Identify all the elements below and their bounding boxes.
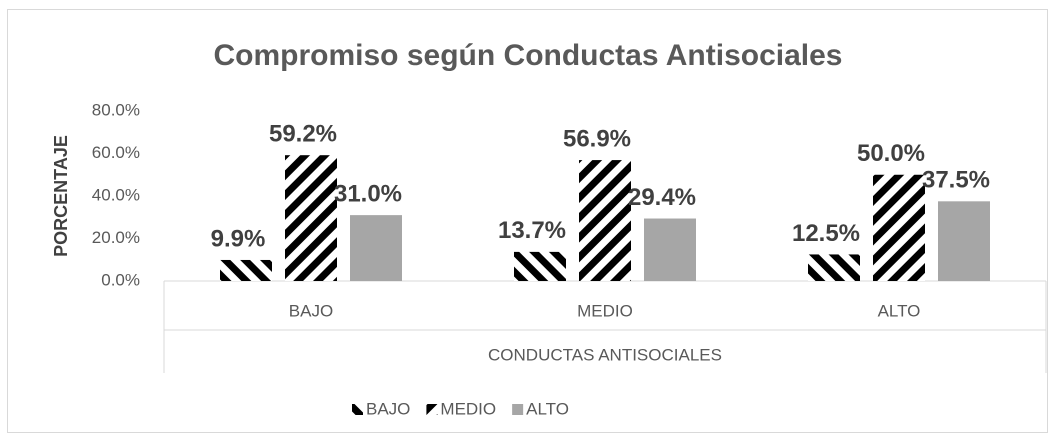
bar xyxy=(873,174,925,281)
bar xyxy=(285,155,337,281)
y-tick-label: 60.0% xyxy=(92,143,140,162)
y-tick-label: 0.0% xyxy=(101,270,140,289)
data-label: 9.9% xyxy=(211,225,266,252)
x-tick-label: BAJO xyxy=(289,301,333,320)
data-label: 31.0% xyxy=(334,180,402,207)
bar xyxy=(644,218,696,281)
data-label: 29.4% xyxy=(628,184,696,211)
legend-label: ALTO xyxy=(526,399,569,418)
legend-swatch xyxy=(512,404,524,415)
bar xyxy=(514,251,566,281)
chart-title: Compromiso según Conductas Antisociales xyxy=(214,39,843,72)
y-axis-title: PORCENTAJE xyxy=(51,135,71,257)
x-tick-label: MEDIO xyxy=(577,301,633,320)
data-label: 50.0% xyxy=(857,140,925,167)
data-label: 13.7% xyxy=(498,217,566,244)
y-tick-label: 20.0% xyxy=(92,228,140,247)
bar xyxy=(220,259,272,281)
y-tick-label: 40.0% xyxy=(92,185,140,204)
legend-swatch xyxy=(352,404,363,415)
legend-swatch xyxy=(426,404,438,415)
bar xyxy=(579,160,631,281)
data-label: 56.9% xyxy=(563,125,631,152)
legend-label: BAJO xyxy=(366,399,410,418)
x-tick-label: ALTO xyxy=(878,301,921,320)
legend-label: MEDIO xyxy=(440,399,496,418)
data-label: 37.5% xyxy=(922,167,990,194)
x-axis-title: CONDUCTAS ANTISOCIALES xyxy=(488,345,722,364)
bar xyxy=(350,215,402,281)
bar xyxy=(808,254,860,281)
bar xyxy=(938,201,990,281)
data-label: 12.5% xyxy=(792,220,860,247)
y-tick-label: 80.0% xyxy=(92,100,140,119)
data-label: 59.2% xyxy=(269,121,337,148)
